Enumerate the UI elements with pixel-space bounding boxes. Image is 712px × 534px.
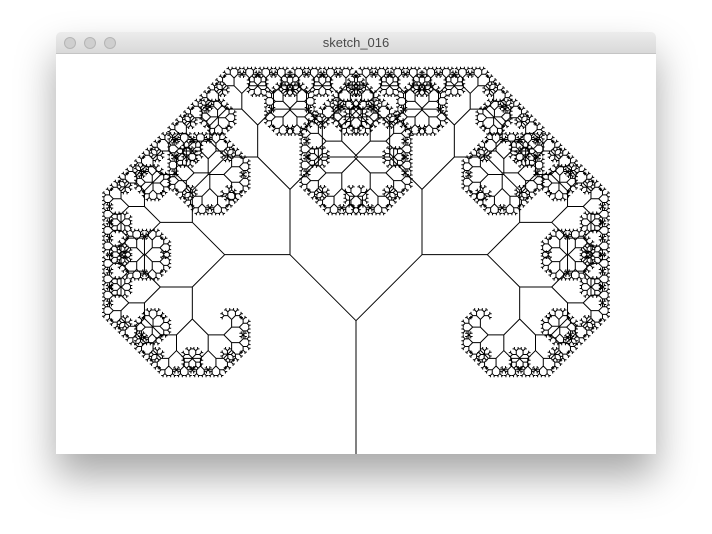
title-bar: sketch_016	[56, 32, 656, 54]
app-window: sketch_016	[56, 32, 656, 454]
window-title: sketch_016	[322, 35, 390, 50]
close-button[interactable]	[64, 37, 76, 49]
fractal-tree	[102, 66, 610, 454]
minimize-button[interactable]	[84, 37, 96, 49]
sketch-canvas	[102, 66, 610, 454]
zoom-button[interactable]	[104, 37, 116, 49]
